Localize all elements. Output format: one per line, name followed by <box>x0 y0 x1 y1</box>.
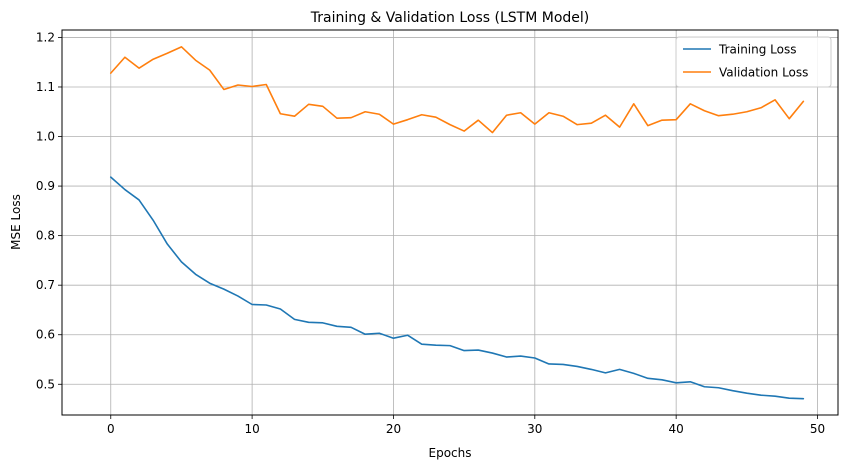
y-tick-label: 0.6 <box>36 328 55 342</box>
y-axis-ticks: 0.5 0.6 0.7 0.8 0.9 1.0 1.1 1.2 <box>36 30 62 391</box>
x-tick-label: 30 <box>527 422 542 436</box>
y-tick-label: 1.1 <box>36 80 55 94</box>
y-tick-label: 1.2 <box>36 30 55 44</box>
plot-frame <box>61 29 839 416</box>
validation-loss-line <box>109 46 805 134</box>
x-axis-title: Epochs <box>429 446 472 460</box>
x-tick-label: 40 <box>669 422 684 436</box>
y-tick-label: 1.0 <box>36 130 55 144</box>
legend-box <box>675 36 832 88</box>
chart-title: Training & Validation Loss (LSTM Model) <box>310 10 590 26</box>
x-tick-label: 20 <box>386 422 401 436</box>
x-tick-label: 50 <box>810 422 825 436</box>
legend-label-training: Training Loss <box>718 43 796 57</box>
legend-label-validation: Validation Loss <box>719 66 808 80</box>
x-tick-label: 10 <box>244 422 259 436</box>
training-loss-line <box>109 176 805 400</box>
y-tick-label: 0.8 <box>36 229 55 243</box>
y-tick-label: 0.9 <box>36 179 55 193</box>
x-axis-ticks: 0 10 20 30 40 50 <box>107 415 825 436</box>
y-tick-label: 0.5 <box>36 377 55 391</box>
legend: Training Loss Validation Loss <box>675 36 832 88</box>
y-axis-title: MSE Loss <box>9 194 23 250</box>
plot-background <box>62 30 838 415</box>
y-tick-label: 0.7 <box>36 278 55 292</box>
x-tick-label: 0 <box>107 422 115 436</box>
series-group <box>109 46 805 400</box>
